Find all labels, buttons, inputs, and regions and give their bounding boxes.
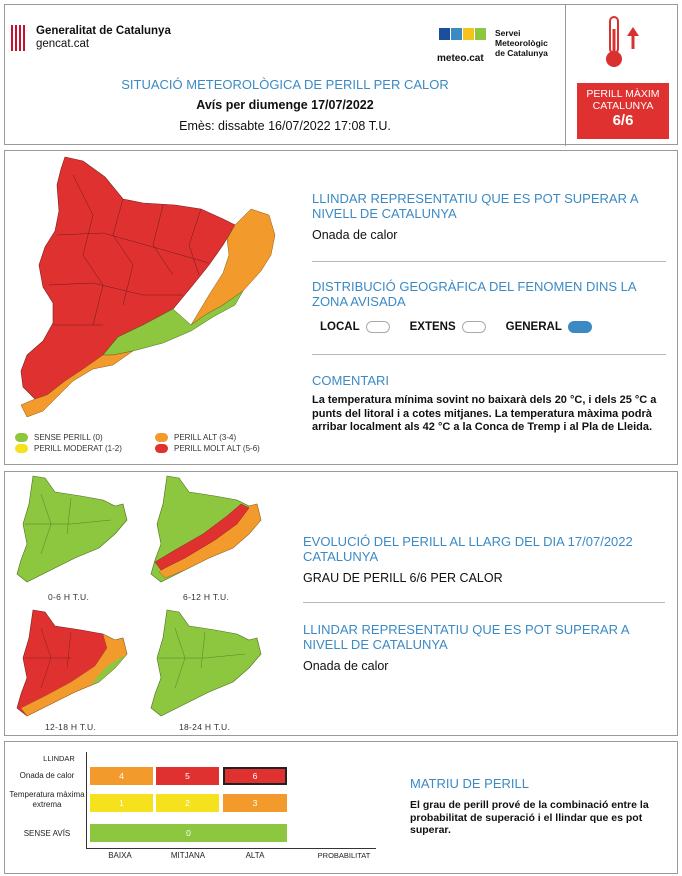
main-map-panel: SENSE PERILL (0) PERILL MODERAT (1-2) PE… xyxy=(4,150,678,465)
matrix-cell: 3 xyxy=(223,794,287,812)
distribution-section: DISTRIBUCIÓ GEOGRÀFICA DEL FENOMEN DINS … xyxy=(312,279,666,333)
matrix-cell: 0 xyxy=(90,824,287,842)
toggle-extens-switch[interactable] xyxy=(461,321,486,333)
header-panel: Generalitat de Catalunya gencat.cat mete… xyxy=(4,4,678,146)
toggle-extens[interactable]: EXTENS xyxy=(410,321,486,333)
matrix-cell: 4 xyxy=(90,767,153,785)
matrix-cell: 2 xyxy=(156,794,219,812)
matrix-col-label-alta: ALTA xyxy=(245,851,265,860)
threshold-value: Onada de calor xyxy=(312,228,398,242)
threshold-title: LLINDAR REPRESENTATIU QUE ES POT SUPERAR… xyxy=(312,191,638,221)
max-level-value: 6/6 xyxy=(612,112,634,129)
evolution-panel: 0-6 H T.U. 6-12 H T.U. 12-18 H T.U. 18-2… xyxy=(4,471,678,736)
meteocat-service-name: Servei Meteorològic de Catalunya xyxy=(495,28,548,58)
toggle-local[interactable]: LOCAL xyxy=(320,321,390,333)
evolution-section: EVOLUCIÓ DEL PERILL AL LLARG DEL DIA 17/… xyxy=(303,534,665,585)
meteocat-logo[interactable]: meteo.cat Servei Meteorològic de Catalun… xyxy=(437,26,548,64)
evolution-threshold-value: Onada de calor xyxy=(303,659,389,673)
matrix-y-axis-title: LLINDAR xyxy=(43,754,75,763)
catalonia-danger-map[interactable] xyxy=(13,155,288,425)
matrix-col-label-mitjana: MITJANA xyxy=(170,851,206,860)
mini-map-label-18-24: 18-24 H T.U. xyxy=(179,722,231,732)
evolution-value: GRAU DE PERILL 6/6 PER CALOR xyxy=(303,571,503,585)
max-label-line1: PERILL MÀXIM xyxy=(586,88,660,100)
toggle-general-switch[interactable] xyxy=(567,321,592,333)
matrix-info: MATRIU DE PERILL El grau de perill prové… xyxy=(410,776,660,837)
page-title: SITUACIÓ METEOROLÒGICA DE PERILL PER CAL… xyxy=(121,77,449,92)
matrix-cell: 1 xyxy=(90,794,153,812)
toggle-general[interactable]: GENERAL xyxy=(506,321,592,333)
matrix-cell: 5 xyxy=(156,767,219,785)
mini-map-label-0-6: 0-6 H T.U. xyxy=(48,592,90,602)
generalitat-stripes-icon xyxy=(11,25,31,51)
matrix-title: MATRIU DE PERILL xyxy=(410,776,529,791)
matrix-cell-highlighted: 6 xyxy=(223,767,287,785)
meteocat-squares-icon: meteo.cat xyxy=(437,26,489,64)
matrix-row-label-onada: Onada de calor xyxy=(19,771,75,780)
legend-item-perill-moderat: PERILL MODERAT (1-2) xyxy=(15,443,122,454)
legend-item-sense-perill: SENSE PERILL (0) xyxy=(15,432,103,443)
evolution-threshold-title: LLINDAR REPRESENTATIU QUE ES POT SUPERAR… xyxy=(303,622,629,652)
matrix-x-axis-title: PROBABILITAT xyxy=(317,851,371,860)
divider xyxy=(312,261,666,262)
max-danger-badge: PERILL MÀXIM CATALUNYA 6/6 xyxy=(577,83,669,139)
divider xyxy=(312,354,666,355)
matrix-row-label-temp: Temperatura màxima extrema xyxy=(9,790,85,809)
org-name: Generalitat de Catalunya xyxy=(36,25,171,37)
comments-text: La temperatura mínima sovint no baixarà … xyxy=(312,394,657,433)
header-divider xyxy=(565,5,566,146)
org-site: gencat.cat xyxy=(36,38,90,50)
mini-map-0-6[interactable] xyxy=(11,474,131,586)
matrix-panel: LLINDAR Onada de calor Temperatura màxim… xyxy=(4,741,678,874)
matrix-y-axis xyxy=(86,752,87,849)
threshold-section: LLINDAR REPRESENTATIU QUE ES POT SUPERAR… xyxy=(312,191,666,242)
matrix-description: El grau de perill prové de la combinació… xyxy=(410,799,649,836)
evolution-threshold-section: LLINDAR REPRESENTATIU QUE ES POT SUPERAR… xyxy=(303,622,665,673)
comments-title: COMENTARI xyxy=(312,373,390,388)
toggle-local-switch[interactable] xyxy=(365,321,390,333)
thermometer-up-arrow-icon xyxy=(603,15,643,76)
forecast-date: Avís per diumenge 17/07/2022 xyxy=(196,98,374,112)
matrix-row-label-sense-avis: SENSE AVÍS xyxy=(23,829,71,838)
mini-map-12-18[interactable] xyxy=(11,608,131,720)
issued-time: Emès: dissabte 16/07/2022 17:08 T.U. xyxy=(179,119,391,133)
legend-item-perill-molt-alt: PERILL MOLT ALT (5-6) xyxy=(155,443,260,454)
matrix-x-axis xyxy=(86,848,376,849)
meteocat-logo-text: meteo.cat xyxy=(437,53,484,64)
legend-item-perill-alt: PERILL ALT (3-4) xyxy=(155,432,236,443)
comments-section: COMENTARI La temperatura mínima sovint n… xyxy=(312,373,666,435)
mini-map-label-6-12: 6-12 H T.U. xyxy=(183,592,230,602)
mini-map-6-12[interactable] xyxy=(145,474,265,586)
divider xyxy=(303,602,665,603)
mini-map-label-12-18: 12-18 H T.U. xyxy=(45,722,97,732)
max-label-line2: CATALUNYA xyxy=(592,100,654,112)
distribution-title: DISTRIBUCIÓ GEOGRÀFICA DEL FENOMEN DINS … xyxy=(312,279,636,309)
mini-map-18-24[interactable] xyxy=(145,608,265,720)
generalitat-logo[interactable]: Generalitat de Catalunya gencat.cat xyxy=(11,25,171,51)
evolution-title: EVOLUCIÓ DEL PERILL AL LLARG DEL DIA 17/… xyxy=(303,534,633,564)
matrix-col-label-baixa: BAIXA xyxy=(108,851,132,860)
